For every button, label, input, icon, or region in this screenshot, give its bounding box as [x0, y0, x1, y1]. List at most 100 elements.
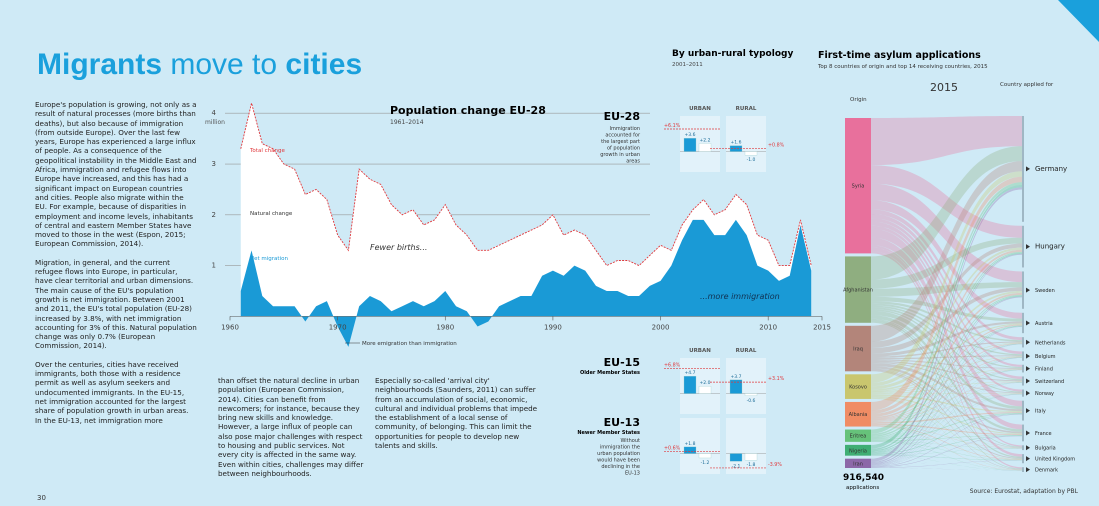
panel-note: Withoutimmigration theurban populationwo… [597, 438, 640, 477]
destination-node [1022, 425, 1024, 442]
origin-label: Kosovo [849, 385, 867, 391]
destination-node [1022, 467, 1024, 472]
total-label: +6.8% [664, 362, 681, 368]
destination-marker [1026, 166, 1030, 171]
section-title: By urban-rural typology [672, 49, 793, 59]
value-label: -2.1 [732, 463, 741, 469]
total-label: -3.9% [768, 462, 782, 468]
value-label: +1.6 [731, 140, 742, 146]
value-label: +2.0 [700, 380, 711, 386]
bar [730, 454, 742, 462]
destination-label: Switzerland [1035, 379, 1064, 385]
destination-node [1022, 271, 1024, 308]
section-subtitle: 2001–2011 [672, 62, 703, 68]
total-unit: applications [846, 485, 879, 491]
destination-label: Bulgaria [1035, 446, 1056, 452]
y-tick-label: 3 [212, 160, 216, 168]
annotation: More emigration than immigration [362, 341, 457, 347]
axis-unit: million [205, 119, 225, 126]
value-label: -1.2 [701, 460, 710, 466]
x-tick-label: 2010 [759, 323, 777, 331]
x-tick-label: 2015 [813, 323, 831, 331]
value-label: +4.7 [685, 370, 696, 376]
value-label: -1.8 [747, 462, 756, 468]
destination-node [1022, 351, 1024, 360]
bar [684, 447, 696, 454]
destination-node [1022, 376, 1024, 385]
bar [684, 376, 696, 393]
value-label: -0.6 [747, 398, 756, 404]
column-header: RURAL [736, 106, 757, 112]
panel-subtitle: Older Member States [580, 370, 640, 376]
bar [699, 143, 711, 151]
destination-node [1022, 390, 1024, 397]
bar [745, 454, 757, 461]
destination-marker [1026, 320, 1030, 325]
destination-label: Netherlands [1035, 340, 1066, 346]
column-header: RURAL [736, 348, 757, 354]
total-label: +0.8% [768, 143, 785, 149]
destination-label: Finland [1035, 367, 1053, 373]
panel-title: EU-13 [604, 416, 640, 429]
origin-label: Syria [852, 184, 865, 190]
source-note: Source: Eurostat, adaptation by PBL [970, 488, 1079, 495]
value-label: +1.8 [685, 441, 696, 447]
annotation: Fewer births... [370, 243, 427, 252]
panel-note: Immigrationaccounted forthe largest part… [600, 126, 641, 165]
destination-node [1022, 337, 1024, 347]
destination-node [1022, 445, 1024, 450]
destination-node [1022, 365, 1024, 373]
total-label: +0.6% [664, 445, 681, 451]
origin-label: Iraq [853, 347, 863, 353]
destination-label: Hungary [1035, 243, 1065, 251]
destination-marker [1026, 378, 1030, 383]
total-value: 916,540 [843, 473, 884, 483]
panel-title: EU-28 [604, 110, 640, 123]
bar [699, 454, 711, 458]
annotation: Natural change [250, 211, 293, 217]
section-title: First-time asylum applications [818, 50, 981, 61]
panel-subtitle: Newer Member States [577, 430, 640, 436]
destination-node [1022, 116, 1024, 222]
destination-marker [1026, 366, 1030, 371]
total-label: +3.1% [768, 376, 785, 382]
bar [684, 138, 696, 151]
origin-label: Afghanistan [843, 288, 873, 294]
page: Migrants move to cities Europe's populat… [0, 0, 1099, 506]
destination-label: United Kingdom [1035, 457, 1075, 463]
column-header: URBAN [689, 348, 711, 354]
chart-title: Population change EU-28 [390, 104, 546, 117]
origin-label: Iran [853, 461, 863, 467]
destination-label: Norway [1035, 391, 1054, 397]
destination-marker [1026, 430, 1030, 435]
destination-marker [1026, 391, 1030, 396]
year-label: 2015 [930, 81, 958, 94]
flows [871, 116, 1022, 471]
destination-marker [1026, 467, 1030, 472]
destination-label: Italy [1035, 409, 1046, 415]
value-label: +3.6 [685, 132, 696, 138]
y-tick-label: 1 [212, 262, 216, 270]
destination-label: Belgium [1035, 354, 1056, 360]
column-label: Country applied for [1000, 82, 1054, 88]
section-subtitle: Top 8 countries of origin and top 14 rec… [817, 64, 988, 70]
destination-marker [1026, 288, 1030, 293]
destination-marker [1026, 340, 1030, 345]
origin-label: Eritrea [850, 434, 867, 440]
flow [871, 468, 1022, 471]
y-tick-label: 2 [212, 211, 216, 219]
series-label: Net migration [250, 256, 288, 262]
x-tick-label: 1980 [436, 323, 454, 331]
origin-label: Nigeria [849, 448, 867, 454]
x-tick-label: 1960 [221, 323, 239, 331]
chart-subtitle: 1961–2014 [390, 119, 424, 126]
annotation: ...more immigration [700, 292, 780, 301]
destination-label: Austria [1035, 321, 1053, 327]
corner-tab [1058, 0, 1099, 42]
destination-marker [1026, 354, 1030, 359]
column-label: Origin [850, 97, 867, 103]
destination-marker [1026, 456, 1030, 461]
value-label: -1.0 [747, 157, 756, 163]
x-tick-label: 2000 [652, 323, 670, 331]
y-tick-label: 4 [212, 109, 217, 117]
